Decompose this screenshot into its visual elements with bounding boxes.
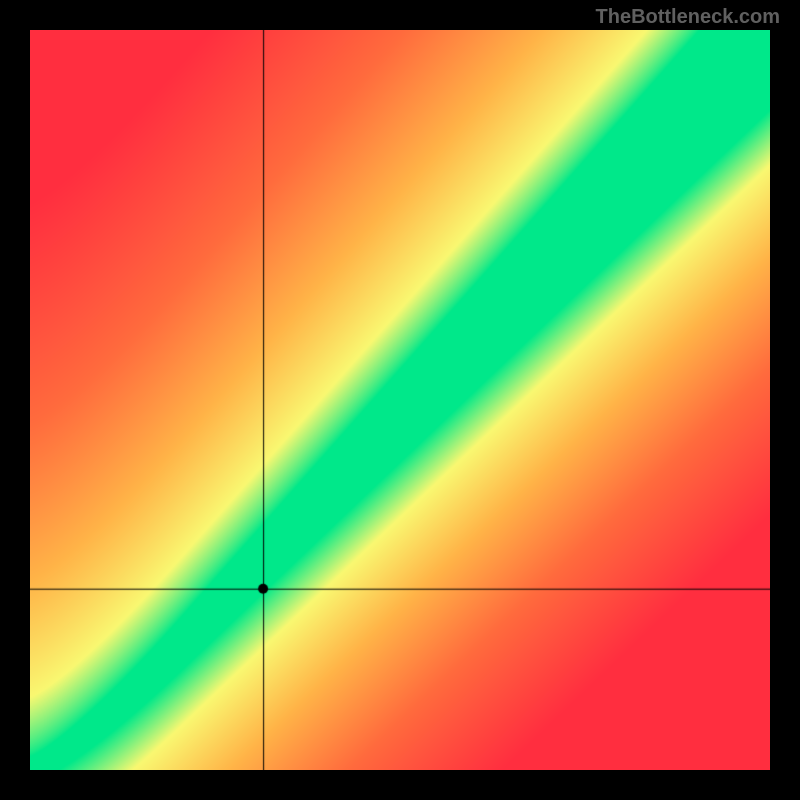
bottleneck-heatmap: [30, 30, 770, 770]
heatmap-canvas: [30, 30, 770, 770]
watermark-text: TheBottleneck.com: [596, 6, 780, 29]
